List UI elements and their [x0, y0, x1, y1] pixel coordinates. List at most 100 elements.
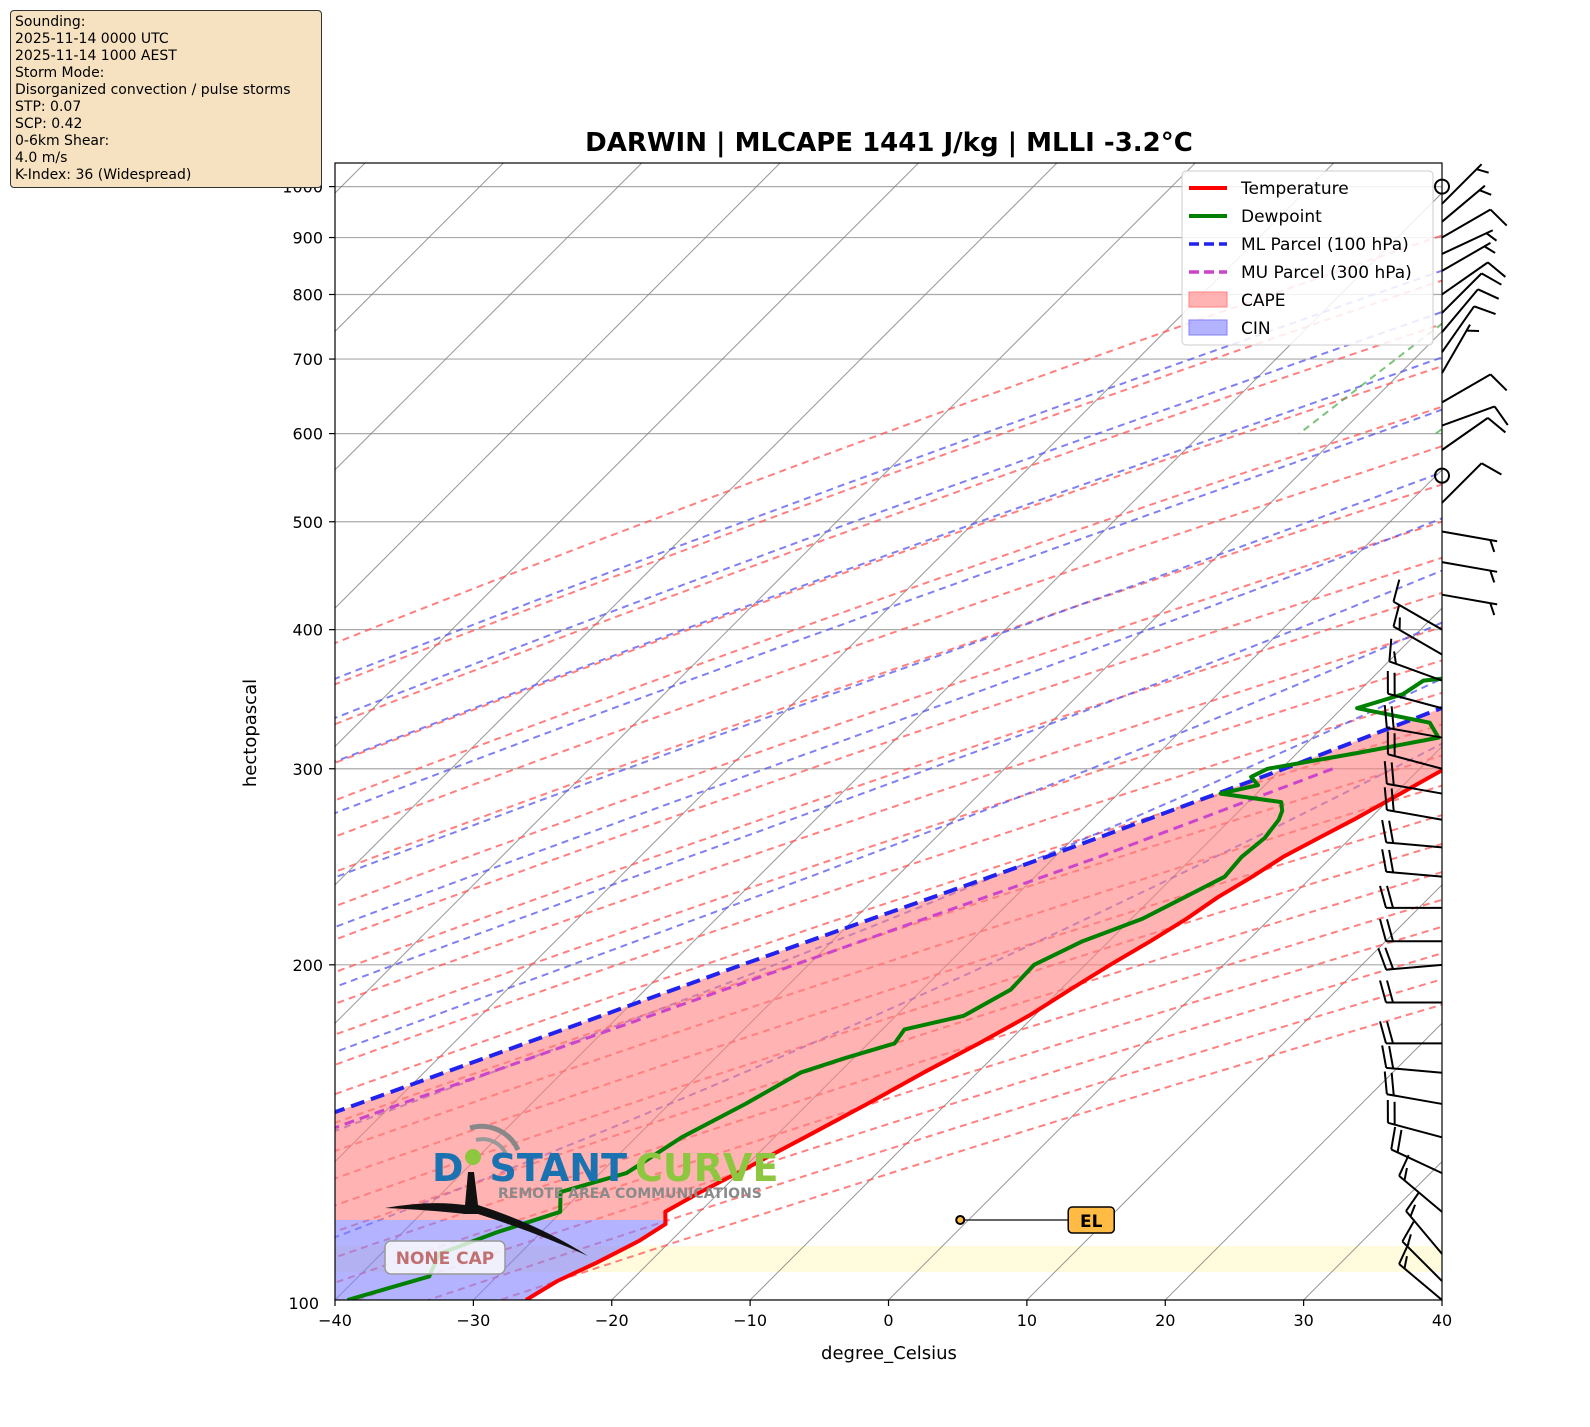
x-tick-label: 30	[1293, 1311, 1313, 1330]
wind-barb	[1381, 1045, 1443, 1074]
logo-dot-icon	[465, 1149, 481, 1165]
cap-label: NONE CAP	[396, 1249, 495, 1269]
logo-distant-curve: D STANT CURVE REMOTE AREA COMMUNICATIONS	[385, 1123, 778, 1256]
signal-arc-icon	[475, 1137, 508, 1155]
wind-barb	[1434, 178, 1450, 195]
y-tick-label: 700	[292, 350, 323, 369]
legend-label: MU Parcel (300 hPa)	[1241, 263, 1412, 283]
plot-area	[0, 163, 1590, 1300]
x-tick-label: −10	[733, 1311, 767, 1330]
wind-barb	[1386, 1099, 1443, 1139]
y-tick-label: 400	[292, 621, 323, 640]
signal-arc-icon	[469, 1123, 521, 1152]
legend-label: CIN	[1241, 319, 1271, 339]
x-tick-label: 20	[1155, 1311, 1175, 1330]
y-tick-label: 900	[292, 229, 323, 248]
info-line: Storm Mode:	[15, 65, 105, 81]
wind-barb	[1441, 208, 1508, 239]
legend-entry: Dewpoint	[1189, 207, 1322, 227]
wind-barbs	[1377, 163, 1509, 1301]
wind-barb	[1392, 579, 1443, 631]
wind-barb	[1381, 819, 1443, 849]
cap-label-box: NONE CAP	[384, 1240, 506, 1275]
moist-adiabat-line	[335, 408, 1442, 815]
wind-barb	[1441, 272, 1502, 314]
wind-barb	[1441, 242, 1496, 272]
wind-barb	[1441, 163, 1489, 205]
moist-adiabat-line	[335, 471, 1442, 879]
x-tick-label: −30	[456, 1311, 490, 1330]
x-tick-label: −40	[318, 1311, 352, 1330]
wind-barb	[1386, 670, 1443, 710]
x-axis: −40 −30 −20 −10 0 10 20 30 40	[318, 1300, 1452, 1330]
info-line: STP: 0.07	[15, 99, 82, 115]
wind-barb	[1377, 947, 1443, 971]
wind-barb	[1383, 705, 1443, 739]
info-line: K-Index: 36 (Widespread)	[15, 167, 192, 183]
isotherm-line	[335, 163, 781, 609]
legend-label: ML Parcel (100 hPa)	[1241, 235, 1409, 255]
wind-barb	[1381, 849, 1443, 878]
wind-barb	[1441, 324, 1480, 374]
isotherm-line	[1580, 163, 1590, 1300]
x-tick-label: 0	[883, 1311, 893, 1330]
wind-barb	[1441, 229, 1498, 255]
chart-title: DARWIN | MLCAPE 1441 J/kg | MLLI -3.2°C	[585, 128, 1193, 158]
legend-label: Dewpoint	[1241, 207, 1322, 227]
dry-adiabat-line	[335, 405, 1442, 802]
wind-barb	[1398, 1242, 1443, 1301]
legend-label: Temperature	[1240, 179, 1349, 199]
legend-entry: Temperature	[1189, 179, 1349, 199]
wind-barb	[1388, 638, 1443, 682]
x-tick-label: 10	[1017, 1311, 1037, 1330]
moist-adiabat-line	[335, 310, 1442, 720]
level-marker-el: EL	[955, 1206, 1115, 1234]
x-tick-label: −20	[595, 1311, 629, 1330]
wind-barb	[1441, 261, 1507, 296]
mixing-ratio-line	[1548, 163, 1590, 434]
info-line: Sounding:	[15, 14, 86, 30]
y-tick-label: 100	[288, 1294, 319, 1313]
legend-entry: MU Parcel (300 hPa)	[1189, 263, 1412, 283]
info-line: Disorganized convection / pulse storms	[15, 82, 291, 98]
logo-wordmark: D STANT CURVE	[432, 1146, 778, 1190]
temperature-line	[524, 767, 1442, 1300]
sounding-info-box: Sounding: 2025-11-14 0000 UTC 2025-11-14…	[10, 10, 322, 188]
isotherm-line	[335, 163, 366, 194]
dry-adiabat-line	[335, 520, 1442, 908]
moist-adiabat-line	[335, 356, 1442, 763]
wind-barb	[1398, 1154, 1443, 1213]
isotherm-line	[335, 163, 919, 748]
wind-barb	[1441, 305, 1496, 353]
wind-barb	[1441, 373, 1508, 404]
isotherm-line	[0, 163, 227, 1300]
y-axis: 1000900800700600500400300200100	[282, 178, 335, 1313]
info-line: 2025-11-14 1000 AEST	[15, 48, 177, 64]
wind-barb	[1379, 885, 1442, 909]
isotherm-line	[1026, 884, 1442, 1300]
y-tick-label: 500	[292, 513, 323, 532]
y-tick-label: 600	[292, 425, 323, 444]
wind-barb	[1441, 561, 1498, 583]
dry-adiabat-line	[335, 591, 1442, 974]
parcel-levels: ELLFCLCL	[955, 1206, 1115, 1234]
wind-barb	[1434, 467, 1450, 484]
info-line: 2025-11-14 0000 UTC	[15, 31, 169, 47]
info-line: SCP: 0.42	[15, 116, 83, 132]
wind-barb	[1379, 1021, 1442, 1045]
wind-barb	[1390, 1126, 1443, 1175]
cin-area-upper	[335, 1220, 666, 1300]
legend-swatch	[1188, 291, 1228, 308]
isobars	[335, 185, 1442, 1300]
dry-adiabat-line	[427, 978, 1442, 1300]
wind-barb	[1379, 980, 1442, 1004]
cape-area	[335, 708, 1442, 1220]
info-line: 4.0 m/s	[15, 150, 68, 166]
y-tick-label: 300	[292, 760, 323, 779]
y-axis-label: hectopascal	[240, 679, 261, 787]
isotherm-line	[0, 163, 88, 1300]
isotherm-line	[888, 745, 1442, 1300]
wind-barb	[1441, 405, 1509, 427]
x-tick-label: 40	[1432, 1311, 1452, 1330]
